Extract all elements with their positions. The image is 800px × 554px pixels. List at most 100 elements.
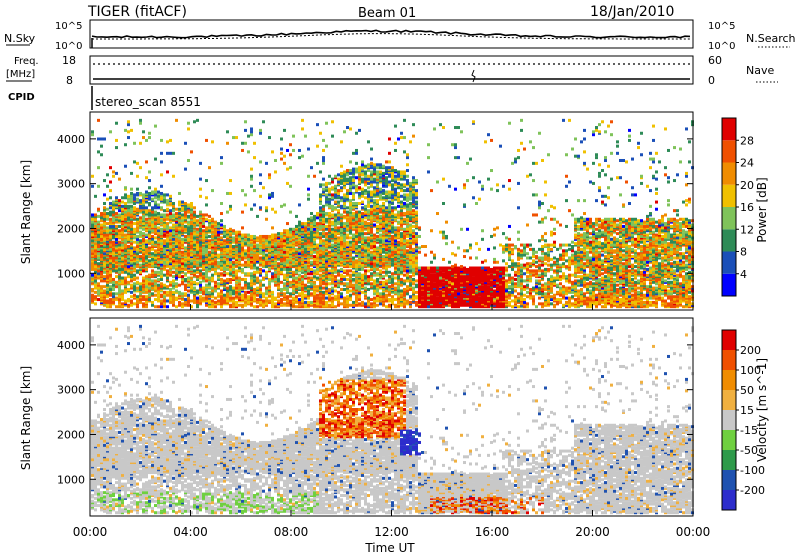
power-cell: [241, 246, 244, 250]
power-cell: [124, 164, 127, 168]
power-cell: [229, 260, 232, 264]
power-cell: [280, 267, 283, 271]
power-cell: [127, 226, 130, 230]
power-cell: [313, 174, 316, 178]
power-cell: [346, 173, 349, 177]
power-cell: [277, 275, 280, 279]
power-cell: [151, 275, 154, 279]
power-cell: [208, 290, 211, 294]
power-cell: [268, 277, 271, 281]
power-cell: [364, 174, 367, 178]
power-cell: [112, 263, 115, 267]
power-cell: [142, 227, 145, 231]
power-cell: [100, 279, 103, 283]
power-cell: [142, 196, 145, 200]
power-cell: [331, 207, 334, 211]
power-cell: [124, 223, 127, 227]
nave-tick-bottom: 0: [708, 74, 715, 87]
power-cell: [193, 120, 196, 124]
power-cell: [367, 253, 370, 257]
power-cell: [334, 184, 337, 188]
power-cell: [124, 267, 127, 271]
power-cell: [361, 234, 364, 238]
freq-panel: [89, 55, 694, 85]
power-cell: [187, 300, 190, 304]
power-cell: [373, 193, 376, 197]
power-cell: [127, 204, 130, 208]
power-cell: [172, 209, 175, 213]
power-cell: [100, 212, 103, 216]
power-cell: [97, 276, 100, 280]
power-cell: [115, 146, 118, 150]
power-cell: [289, 184, 292, 188]
power-cell: [172, 204, 175, 208]
power-cell: [364, 196, 367, 200]
power-cell: [286, 181, 289, 185]
power-cell: [181, 262, 184, 266]
power-cell: [349, 169, 352, 173]
power-cell: [151, 223, 154, 227]
power-cell: [229, 303, 232, 307]
power-cell: [190, 201, 193, 205]
power-cell: [364, 189, 367, 193]
power-cell: [325, 282, 328, 286]
power-cell: [100, 272, 103, 276]
power-cell: [301, 250, 304, 254]
power-cell: [295, 247, 298, 251]
power-cell: [373, 282, 376, 286]
power-cell: [211, 243, 214, 247]
power-cell: [343, 255, 346, 259]
power-cell: [280, 234, 283, 238]
power-cell: [130, 213, 133, 217]
power-cell: [283, 276, 286, 280]
power-cell: [241, 233, 244, 237]
power-cell: [310, 216, 313, 220]
power-cell: [340, 288, 343, 292]
power-cell: [124, 299, 127, 303]
power-cell: [298, 227, 301, 231]
power-cell: [346, 210, 349, 214]
power-cell: [205, 203, 208, 207]
power-cell: [166, 227, 169, 231]
power-cell: [169, 226, 172, 230]
power-cell: [160, 213, 163, 217]
power-cell: [376, 166, 379, 170]
power-cell: [142, 130, 145, 134]
power-cell: [169, 273, 172, 277]
power-cell: [295, 280, 298, 284]
power-cell: [301, 277, 304, 281]
power-cell: [295, 305, 298, 309]
power-cell: [169, 229, 172, 233]
power-cell: [142, 298, 145, 302]
power-cell: [205, 253, 208, 257]
power-cell: [130, 295, 133, 299]
power-cell: [136, 247, 139, 251]
power-cell: [127, 123, 130, 127]
power-cell: [220, 156, 223, 160]
power-cell: [127, 216, 130, 220]
power-cell: [169, 194, 172, 198]
power-cell: [307, 187, 310, 191]
power-cell: [274, 256, 277, 260]
power-cell: [160, 245, 163, 249]
power-cell: [373, 303, 376, 307]
power-cell: [91, 213, 94, 217]
power-cell: [223, 242, 226, 246]
power-cell: [229, 204, 232, 208]
power-cell: [169, 214, 172, 218]
power-cell: [145, 300, 148, 304]
power-cell: [349, 236, 352, 240]
power-cell: [172, 151, 175, 155]
power-cell: [232, 286, 235, 290]
power-cell: [130, 207, 133, 211]
power-cell: [202, 222, 205, 226]
power-cell: [283, 229, 286, 233]
power-cell: [373, 273, 376, 277]
power-cell: [139, 230, 142, 234]
power-cell: [163, 295, 166, 299]
power-cell: [370, 302, 373, 306]
power-cell: [379, 196, 382, 200]
power-cell: [277, 262, 280, 266]
power-cell: [331, 299, 334, 303]
